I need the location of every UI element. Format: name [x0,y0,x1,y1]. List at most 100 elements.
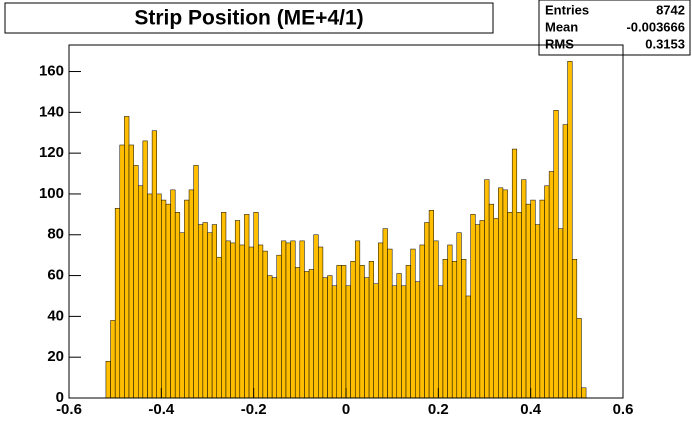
stats-box [538,0,691,56]
bar [354,240,361,399]
bar [188,189,194,399]
y-tick-label: 140 [39,103,64,120]
bar [553,110,559,399]
bar [179,232,185,399]
bar [105,361,111,399]
bar [221,212,227,399]
bar [165,203,171,399]
bar [151,130,157,399]
bar [456,232,462,399]
bar [488,203,494,399]
bar [124,116,130,399]
x-tick-label: 0.6 [613,401,634,418]
chart-title: Strip Position (ME+4/1) [134,7,363,30]
bar [202,222,208,399]
bar [498,187,504,399]
bar [244,214,250,399]
bar [294,267,301,399]
x-tick-label: 0.2 [428,401,449,418]
bar [558,228,564,399]
bar [576,318,582,399]
bar [304,271,310,399]
bar [230,242,236,399]
bar [271,277,277,399]
stat-label: Mean [545,19,578,34]
y-tick-label: 60 [47,267,64,284]
bar [442,258,448,399]
bar [438,285,444,399]
bar [373,283,379,399]
bar [267,275,273,399]
bar [299,240,305,399]
bar [391,285,398,399]
bar [571,258,578,399]
bar [285,242,291,399]
bar [322,277,328,399]
bar [387,248,393,399]
bar [364,277,370,399]
bar [368,261,374,399]
bar [493,218,499,399]
bar [248,246,254,399]
bar [128,144,134,399]
stat-value: 0.3153 [645,36,685,51]
bar [239,244,245,399]
bar [451,261,458,399]
x-tick-label: -0.2 [241,401,267,418]
bar [405,265,411,399]
bar [530,199,536,399]
bar [535,224,541,399]
bar [156,193,162,399]
y-tick-label: 0 [56,389,64,406]
bar [170,189,176,399]
bar [415,281,421,399]
bar [133,165,139,399]
bar [341,265,347,399]
stat-value: -0.003666 [626,19,685,34]
bar [308,269,314,399]
y-tick-label: 20 [47,348,64,365]
y-tick-label: 80 [47,226,64,243]
y-tick-label: 160 [39,62,64,79]
bar [544,185,550,399]
bar [516,212,522,399]
bar [198,224,204,399]
bar [281,240,287,399]
bar [567,61,573,399]
stat-label: Entries [545,2,589,17]
bar [327,275,333,399]
bar [511,148,518,399]
bar [521,179,527,399]
bar [401,285,407,399]
y-tick-label: 40 [47,307,64,324]
bar [548,171,555,399]
bar [336,265,342,399]
bar [378,242,384,399]
bar [114,207,121,399]
bar [562,124,568,399]
title-box [4,2,494,34]
bar [119,144,125,399]
bar [142,140,148,399]
bar [161,199,167,399]
bar [258,244,264,399]
x-tick-label: 0.4 [520,401,542,418]
bar [470,214,476,399]
bar [461,258,467,399]
bar [225,240,231,399]
bar [262,250,268,399]
bar [428,210,434,399]
x-tick-label: -0.6 [56,401,82,418]
bar [290,240,296,399]
bar [359,265,365,399]
x-tick-label: 0 [342,401,350,418]
stat-value: 8742 [656,2,685,17]
bar [581,387,587,399]
bar [410,248,416,399]
bar [419,244,425,399]
bar [184,199,190,399]
bar [525,203,531,399]
bar [350,261,356,399]
